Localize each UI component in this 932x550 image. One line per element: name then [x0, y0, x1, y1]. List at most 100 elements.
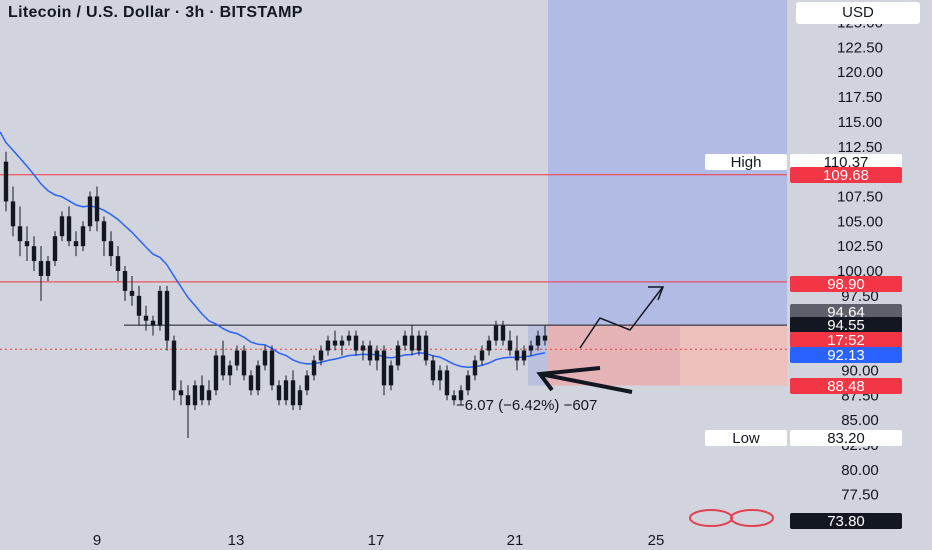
candle: [500, 320, 506, 346]
y-tick-label: 105.00: [837, 213, 883, 230]
pointer-arrow-head: [536, 366, 601, 392]
candle: [122, 266, 128, 301]
horizontal-lines: [0, 174, 787, 350]
target-zone-tail: [680, 325, 787, 386]
chart-title: Litecoin / U.S. Dollar · 3h · BITSTAMP: [8, 4, 303, 21]
candle: [276, 380, 282, 406]
candle: [507, 330, 513, 356]
candle: [325, 335, 331, 356]
candle: [164, 285, 170, 351]
candle: [31, 236, 37, 271]
candle: [227, 360, 233, 386]
candle: [339, 335, 345, 356]
candle: [234, 345, 240, 371]
candle: [157, 285, 163, 331]
candle: [388, 360, 394, 391]
candle: [66, 206, 72, 247]
tag-value: 83.20: [827, 430, 865, 447]
candle: [542, 325, 548, 346]
tag-value: 98.90: [827, 276, 865, 293]
candle: [262, 345, 268, 371]
candle: [535, 330, 541, 351]
candle: [472, 355, 478, 381]
candle: [3, 151, 9, 212]
x-tick-label: 25: [648, 532, 665, 549]
candle: [493, 320, 499, 346]
us-flag-icon-2: [730, 509, 774, 527]
x-tick-label: 17: [368, 532, 385, 549]
y-tick-label: 85.00: [841, 412, 879, 429]
y-tick-label: 97.50: [841, 288, 879, 305]
candle: [150, 315, 156, 336]
candle: [458, 385, 464, 406]
y-tick-label: 120.00: [837, 64, 883, 81]
candle: [416, 330, 422, 356]
candle: [24, 226, 30, 262]
candle: [59, 211, 65, 242]
measure-label: −6.07 (−6.42%) −607: [456, 397, 597, 414]
candle: [38, 246, 44, 301]
candle: [129, 275, 135, 306]
candle: [87, 191, 93, 232]
candle: [213, 350, 219, 396]
price-tag: 17:52: [790, 332, 902, 349]
price-tag: 92.13: [790, 347, 902, 364]
candle: [409, 325, 415, 356]
candle: [374, 345, 380, 371]
x-axis: 9 13 17 21 25: [93, 532, 665, 549]
candle: [17, 206, 23, 257]
candle: [178, 380, 184, 406]
candle: [220, 340, 226, 381]
candle: [402, 330, 408, 351]
candle: [136, 285, 142, 326]
candle: [381, 345, 387, 396]
candle: [290, 370, 296, 411]
price-tag: 109.68: [790, 167, 902, 184]
candle: [283, 375, 289, 406]
projection-arrow: [579, 287, 663, 349]
candle: [430, 355, 436, 386]
position-zones: [528, 0, 787, 386]
candle: [143, 305, 149, 331]
candle: [248, 370, 254, 396]
candle: [73, 231, 79, 257]
candle: [528, 340, 534, 356]
candle: [206, 380, 212, 406]
tag-value: 94.55: [827, 317, 865, 334]
candle: [255, 360, 261, 396]
candle: [101, 216, 107, 257]
candle: [332, 330, 338, 351]
candle: [115, 246, 121, 281]
price-tag: Low 83.20: [705, 430, 902, 447]
candle: [346, 330, 352, 346]
candle: [192, 380, 198, 411]
candle: [199, 375, 205, 406]
currency-button[interactable]: USD: [796, 2, 920, 24]
price-tag: 73.80: [790, 513, 902, 530]
candle: [304, 370, 310, 396]
candle: [479, 345, 485, 366]
x-tick-label: 13: [228, 532, 245, 549]
candle: [80, 221, 86, 252]
projection-arrow-head: [648, 286, 665, 301]
x-tick-label: 21: [507, 532, 524, 549]
candle: [444, 365, 450, 401]
price-tag: High 110.37: [705, 154, 902, 171]
candle: [171, 335, 177, 401]
price-tag: 98.90: [790, 276, 902, 293]
tag-value: 92.13: [827, 347, 865, 364]
y-tick-label: 117.50: [838, 89, 883, 106]
candle: [52, 231, 58, 267]
candle: [269, 345, 275, 391]
price-tag: 94.64: [790, 304, 902, 321]
candle: [360, 340, 366, 361]
candle: [521, 345, 527, 366]
tag-label: Low: [732, 430, 760, 447]
candle: [423, 330, 429, 366]
y-tick-label: 112.50: [838, 139, 883, 156]
y-tick-label: 122.50: [837, 39, 883, 56]
y-tick-label: 115.00: [838, 114, 883, 131]
candle: [241, 345, 247, 381]
